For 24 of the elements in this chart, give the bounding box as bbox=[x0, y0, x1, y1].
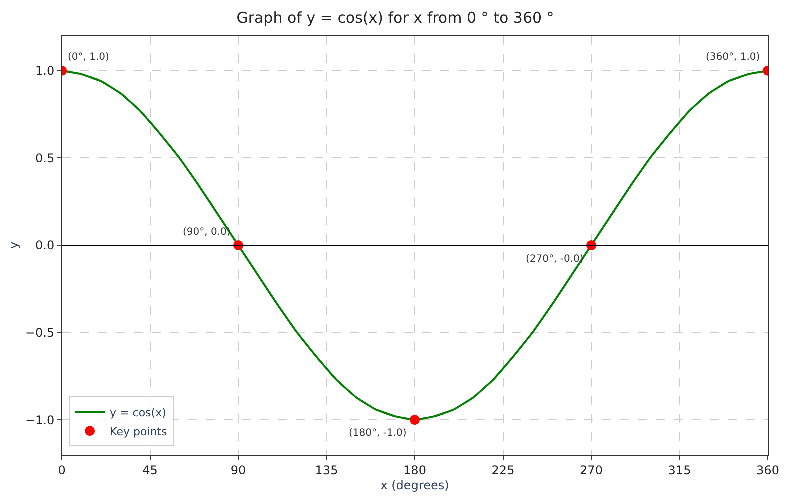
legend-label: y = cos(x) bbox=[110, 406, 166, 420]
x-tick-label: 0 bbox=[58, 463, 66, 478]
y-tick-label: 0.5 bbox=[36, 151, 55, 166]
x-tick-label: 315 bbox=[668, 463, 692, 478]
point bbox=[410, 415, 420, 426]
x-tick-label: 360 bbox=[756, 463, 780, 478]
y-tick-label: 0.0 bbox=[36, 238, 55, 253]
annotation: (90°, 0.0) bbox=[183, 227, 231, 238]
x-tick-label: 180 bbox=[404, 463, 426, 478]
legend-label: Key points bbox=[110, 425, 168, 438]
x-tick-label: 225 bbox=[492, 463, 515, 478]
y-tick-label: 1.0 bbox=[36, 64, 55, 78]
x-axis-title: x (degrees) bbox=[380, 478, 450, 492]
y-tick-label: −1.0 bbox=[25, 413, 55, 428]
annotation: (0°, 1.0) bbox=[68, 52, 110, 63]
x-tick-label: 90 bbox=[230, 463, 246, 478]
annotation: (180°, -1.0) bbox=[349, 428, 407, 439]
x-tick-label: 270 bbox=[580, 463, 603, 478]
y-axis-title: y bbox=[6, 242, 21, 250]
y-tick-label: −0.5 bbox=[25, 326, 55, 340]
annotation: (360°, 1.0) bbox=[706, 52, 760, 63]
chart-title: Graph of y = cos(x) for x from 0 ° to 360 ° bbox=[236, 9, 554, 28]
x-tick-label: 135 bbox=[315, 463, 338, 478]
x-tick-label: 45 bbox=[142, 463, 158, 478]
